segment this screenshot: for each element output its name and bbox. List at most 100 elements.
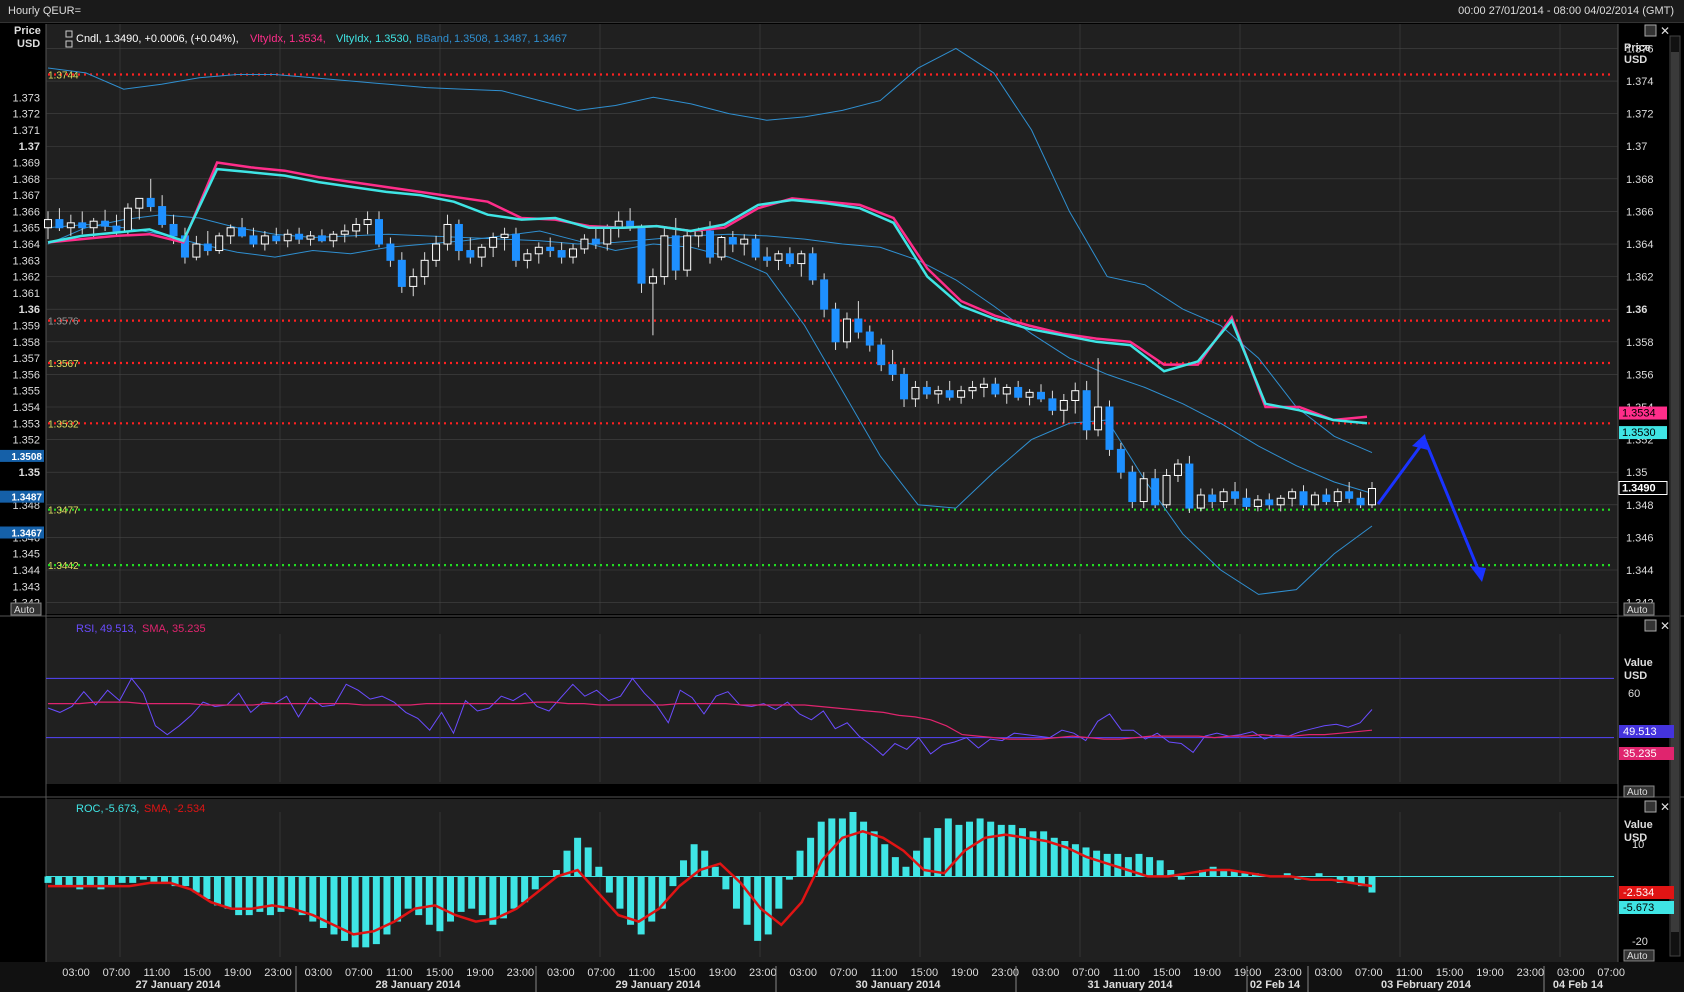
date-label: 27 January 2014 [135,979,221,991]
svg-text:49.513: 49.513 [1623,726,1657,738]
candle-body [306,235,315,240]
roc-legend-sma: SMA, [144,803,171,815]
close-icon[interactable]: ✕ [1660,24,1670,38]
roc-bar [637,876,645,935]
roc-bar [351,876,359,948]
candle-body [580,238,589,250]
candle-body [1094,406,1103,431]
rsi-panel-bg[interactable] [46,618,1618,784]
candle-body [877,344,886,366]
roc-bar [1071,844,1079,877]
roc-bar [394,876,402,922]
candle-body [260,235,269,245]
auto-button-roc[interactable]: Auto [1623,949,1655,962]
maximize-icon[interactable] [1644,619,1657,632]
roc-bar [1124,857,1132,877]
candle-body [329,233,338,242]
candle-body [1322,494,1331,503]
roc-bar [446,876,454,922]
candle-body [432,243,441,261]
roc-bar [1040,831,1048,877]
roc-bar [1315,873,1323,877]
candle-body [1162,474,1171,506]
roc-bar [1199,870,1207,877]
bband-left-tags: 1.3508 1.3487 1.3467 [0,449,44,540]
legend-cndl: Cndl, 1.3490, +0.0006, (+0.04%), [76,33,239,45]
candle-body [1345,491,1354,499]
candle-body [968,386,977,392]
title-bar: Hourly QEUR= 00:00 27/01/2014 - 08:00 04… [0,0,1684,23]
roc-bar [108,876,116,887]
roc-bar [1103,853,1111,877]
close-icon[interactable]: ✕ [1660,619,1670,633]
time-tick-label: 15:00 [1153,967,1181,979]
auto-button-price-left[interactable]: Auto [10,602,42,616]
rsi-axis-title: Value [1624,657,1653,669]
price-tick-label: 1.361 [12,288,40,300]
time-tick-label: 07:00 [1597,967,1625,979]
candle-body [295,233,304,240]
roc-bar [1241,873,1249,877]
time-tick-label: 23:00 [749,967,777,979]
price-tick-label: 1.359 [12,321,40,333]
chart-area[interactable]: 1.3744 1.3576 1.3567 1.3532 1.3477 1.3442 Cnd… [0,22,1684,992]
candle-body [443,223,452,245]
roc-bar [563,850,571,877]
roc-bar [489,876,497,925]
candle-body [226,227,235,237]
roc-legend-value: -5.673, [105,803,139,815]
forecast-arrows [1376,434,1486,582]
time-tick-label: 07:00 [345,967,373,979]
roc-bar [1336,876,1344,883]
price-tick-label: 1.374 [1626,76,1654,88]
rsi-sma-tag: 35.235 [1619,747,1674,760]
roc-bar [574,837,582,877]
price-tick-label: 1.346 [1626,532,1654,544]
price-gridlines [46,24,1618,614]
roc-bar [1347,876,1355,883]
candle-body [797,253,806,265]
auto-button-price-right[interactable]: Auto [1623,602,1655,616]
price-tick-label: 1.36 [19,304,40,316]
time-tick-label: 03:00 [1032,967,1060,979]
roc-bar [722,876,730,890]
candle-body [283,233,292,242]
roc-bar [595,866,603,877]
roc-bar [1167,870,1175,877]
time-tick-label: 19:00 [224,967,252,979]
scrollbar-thumb[interactable] [1671,52,1679,932]
bband-tag-label: 1.3487 [11,493,42,504]
volatility-index-lines [47,161,1368,425]
price-tick-label: 1.366 [1626,206,1654,218]
time-tick-label: 19:00 [1234,967,1262,979]
price-tick-label: 1.357 [12,353,40,365]
roc-bar [785,876,793,880]
roc-bar [1008,824,1016,877]
maximize-icon[interactable] [1644,24,1657,37]
candle-body [591,238,600,245]
roc-bar [987,821,995,877]
close-icon[interactable]: ✕ [1660,800,1670,814]
candle-body [785,253,794,265]
time-tick-label: 11:00 [1396,967,1423,979]
roc-bar [531,876,539,890]
roc-bar [648,876,656,922]
maximize-icon[interactable] [1644,800,1657,813]
legend-toggle[interactable] [65,40,73,48]
candle-body [375,219,383,245]
candle-body [900,373,909,400]
candle-body [648,276,657,284]
price-legend: Cndl, 1.3490, +0.0006, (+0.04%), VltyIdx… [65,30,567,48]
time-tick-label: 15:00 [668,967,696,979]
roc-bar [161,876,169,883]
price-tick-label: 1.348 [1626,500,1654,512]
legend-toggle[interactable] [65,30,73,38]
price-tick-label: 1.366 [12,206,40,218]
rsi-legend-value: 49.513, [100,623,137,635]
arrow-head-up [1412,434,1428,450]
roc-bar [266,876,274,916]
price-tick-label: 1.367 [12,190,40,202]
roc-bar [1326,876,1334,877]
auto-button-rsi[interactable]: Auto [1623,785,1655,798]
candle-body [523,253,532,261]
